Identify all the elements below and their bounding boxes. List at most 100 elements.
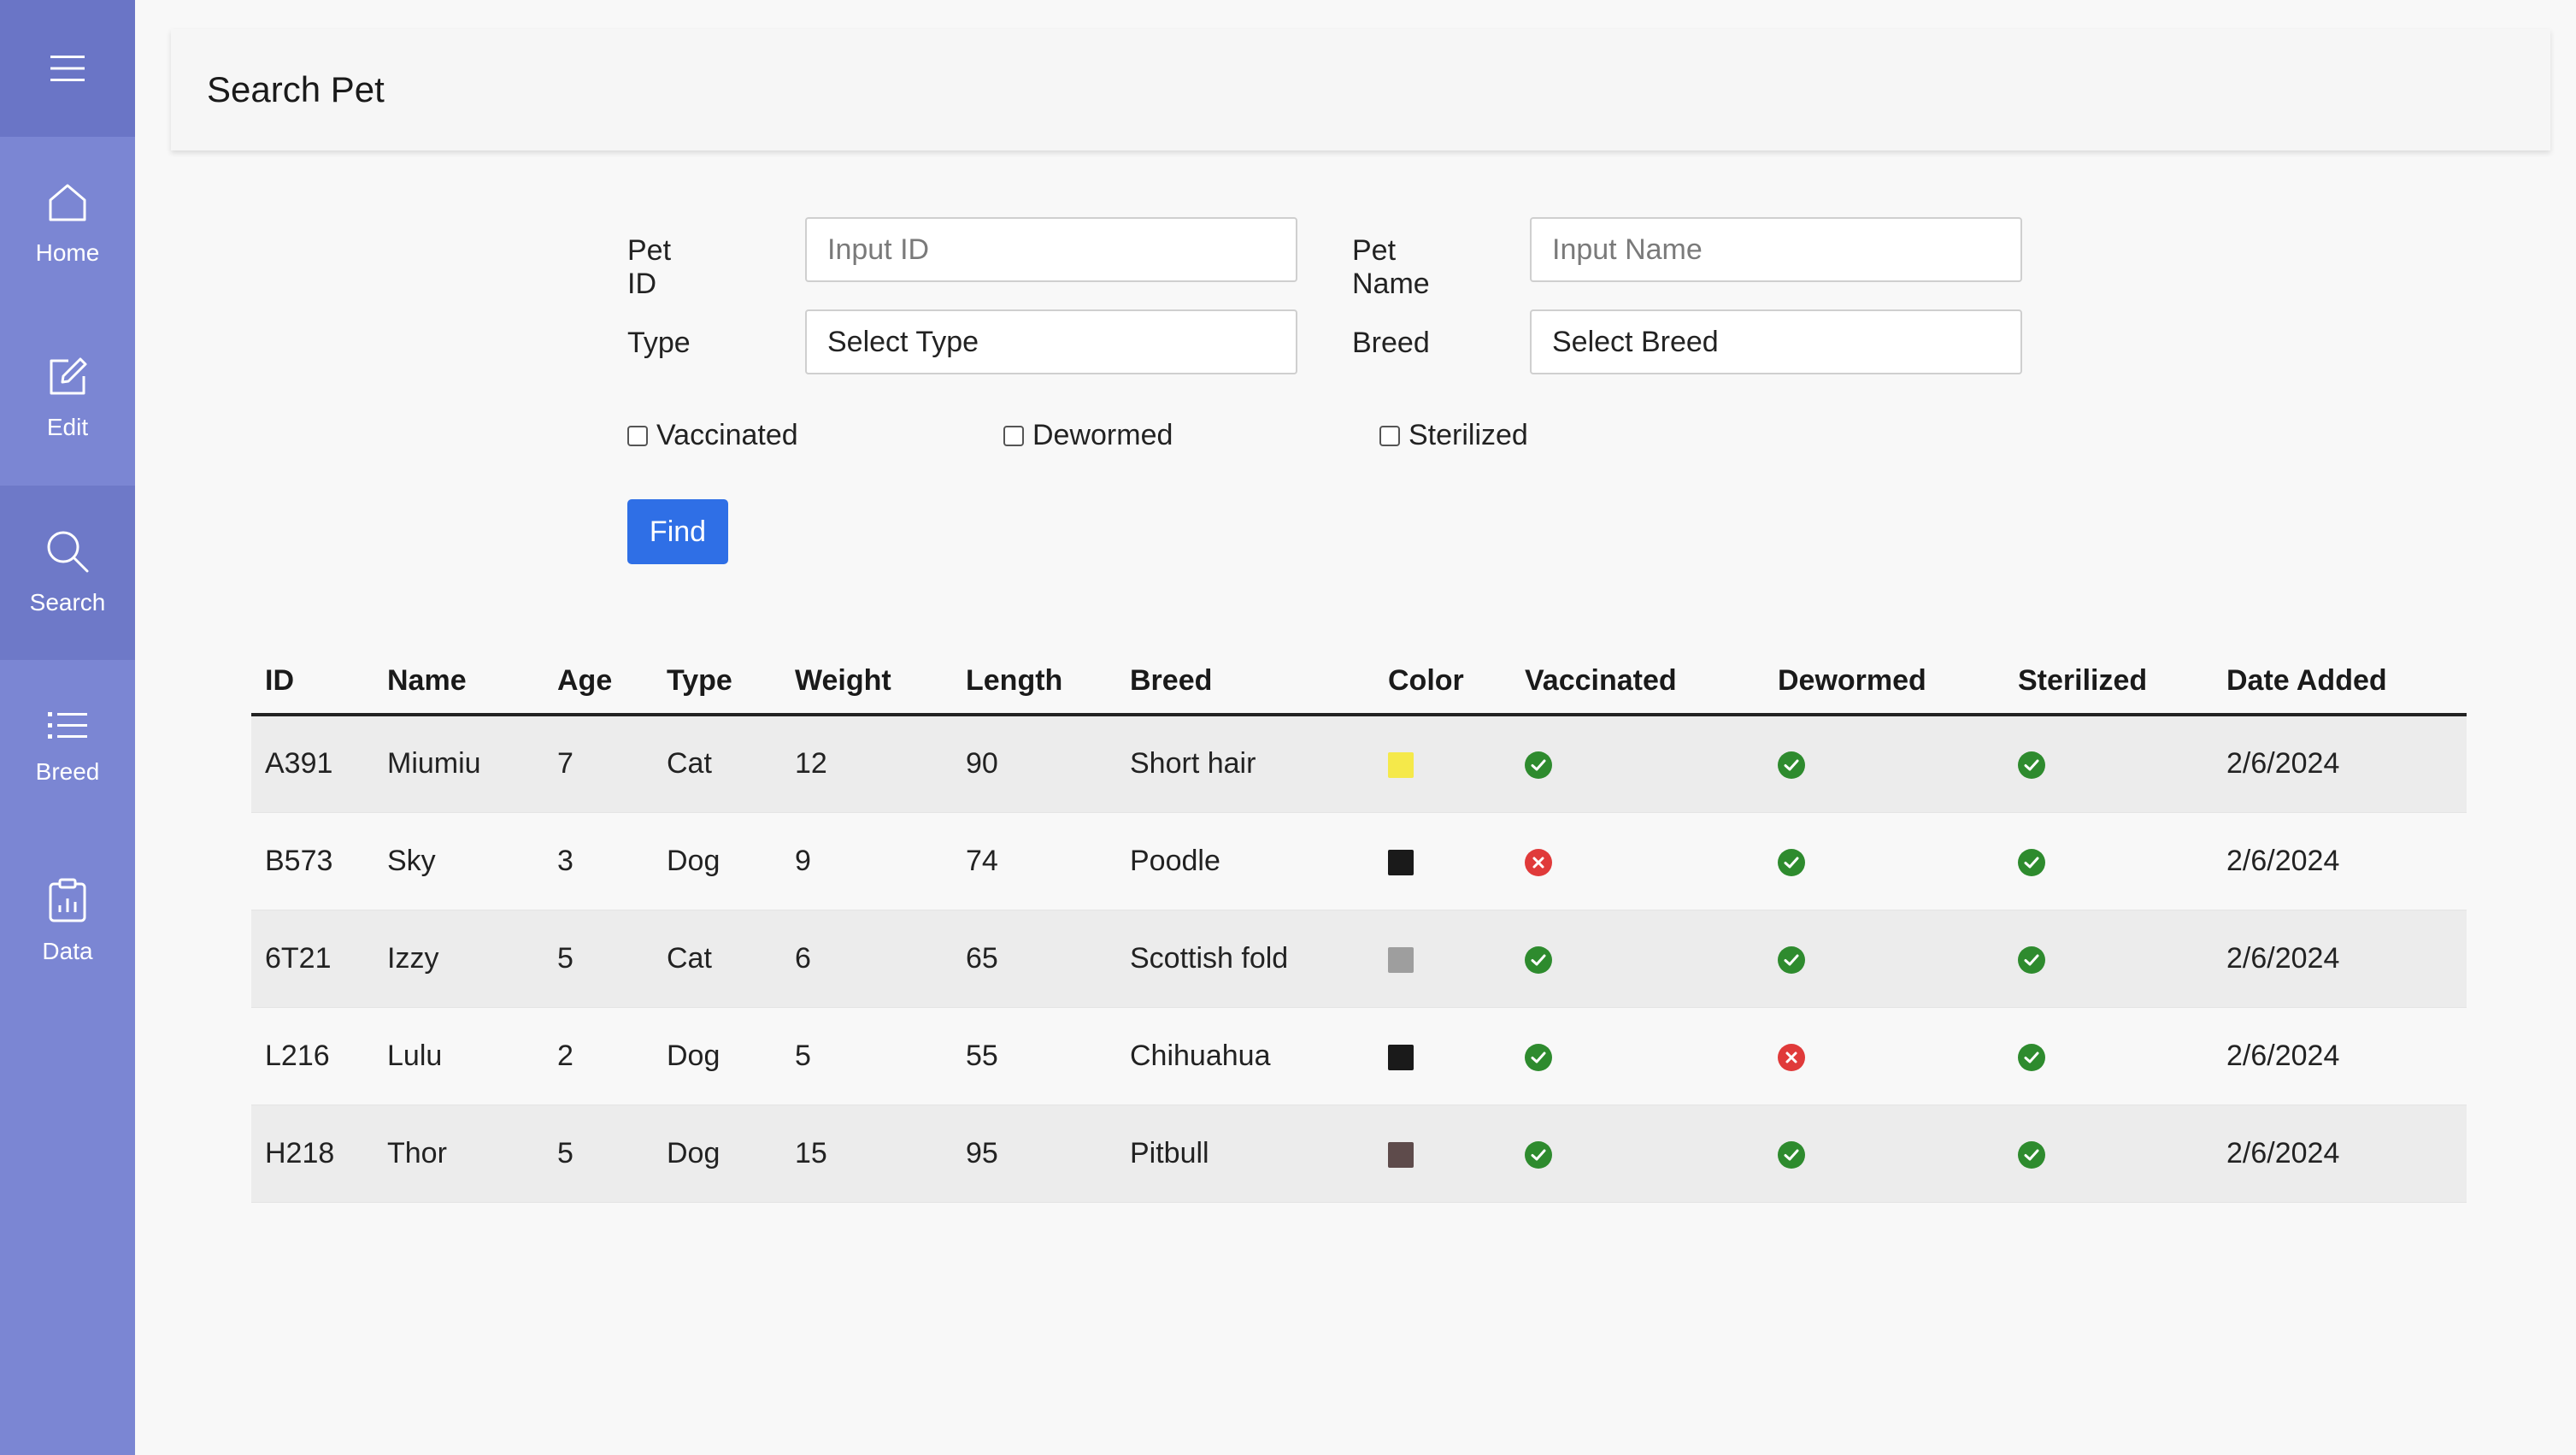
checkbox-box[interactable] bbox=[627, 425, 648, 446]
breed-select[interactable]: Select Breed bbox=[1530, 309, 2022, 374]
cell-sterilized bbox=[2004, 812, 2213, 910]
checkbox-box[interactable] bbox=[1379, 425, 1400, 446]
cell-dewormed bbox=[1764, 812, 2004, 910]
cell-breed: Short hair bbox=[1116, 715, 1374, 813]
column-header[interactable]: Name bbox=[373, 648, 544, 716]
column-header[interactable]: Vaccinated bbox=[1511, 648, 1764, 716]
check-circle-icon bbox=[2018, 848, 2045, 876]
cell-vaccinated bbox=[1511, 910, 1764, 1008]
cell-sterilized bbox=[2004, 1105, 2213, 1203]
sterilized-checkbox-label: Sterilized bbox=[1409, 419, 1528, 451]
check-circle-icon bbox=[1778, 945, 1805, 974]
cell-age: 5 bbox=[544, 1105, 653, 1203]
find-button[interactable]: Find bbox=[627, 499, 728, 564]
table-row[interactable]: A391 Miumiu 7 Cat 12 90 Short hair 2/6/2024 bbox=[251, 715, 2467, 813]
cell-breed: Chihuahua bbox=[1116, 1007, 1374, 1105]
sterilized-checkbox[interactable]: Sterilized bbox=[1379, 419, 1528, 452]
column-header[interactable]: ID bbox=[251, 648, 373, 716]
column-header[interactable]: Dewormed bbox=[1764, 648, 2004, 716]
color-swatch bbox=[1388, 1044, 1414, 1070]
type-select[interactable]: Select Type bbox=[805, 309, 1297, 374]
check-circle-icon bbox=[2018, 1043, 2045, 1071]
cell-length: 55 bbox=[952, 1007, 1116, 1105]
cell-length: 95 bbox=[952, 1105, 1116, 1203]
check-circle-icon bbox=[2018, 1140, 2045, 1169]
sidebar-item-breed[interactable]: Breed bbox=[0, 660, 135, 834]
cell-date: 2/6/2024 bbox=[2213, 812, 2467, 910]
cell-age: 7 bbox=[544, 715, 653, 813]
type-label: Type bbox=[627, 327, 691, 359]
cell-id: L216 bbox=[251, 1007, 373, 1105]
cell-vaccinated bbox=[1511, 715, 1764, 813]
results-table-body: A391 Miumiu 7 Cat 12 90 Short hair 2/6/2024 B573… bbox=[251, 715, 2467, 1203]
sidebar-item-search[interactable]: Search bbox=[0, 486, 135, 660]
dewormed-checkbox-label: Dewormed bbox=[1032, 419, 1173, 451]
column-header[interactable]: Color bbox=[1374, 648, 1511, 716]
cell-color bbox=[1374, 1007, 1511, 1105]
cell-color bbox=[1374, 715, 1511, 813]
cell-name: Miumiu bbox=[373, 715, 544, 813]
menu-toggle-button[interactable] bbox=[0, 0, 135, 137]
page-title: Search Pet bbox=[207, 69, 385, 109]
check-circle-icon bbox=[1778, 1140, 1805, 1169]
search-icon bbox=[47, 531, 89, 573]
cell-sterilized bbox=[2004, 910, 2213, 1008]
cell-vaccinated bbox=[1511, 812, 1764, 910]
cell-name: Lulu bbox=[373, 1007, 544, 1105]
cell-type: Dog bbox=[653, 812, 781, 910]
cell-sterilized bbox=[2004, 1007, 2213, 1105]
column-header[interactable]: Date Added bbox=[2213, 648, 2467, 716]
table-header-row: ID Name Age Type Weight Length Breed Col… bbox=[251, 648, 2467, 716]
cell-date: 2/6/2024 bbox=[2213, 715, 2467, 813]
cell-id: 6T21 bbox=[251, 910, 373, 1008]
column-header[interactable]: Length bbox=[952, 648, 1116, 716]
cell-age: 5 bbox=[544, 910, 653, 1008]
color-swatch bbox=[1388, 946, 1414, 973]
table-row[interactable]: L216 Lulu 2 Dog 5 55 Chihuahua 2/6/2024 bbox=[251, 1007, 2467, 1105]
pet-id-input[interactable] bbox=[805, 217, 1297, 282]
check-circle-icon bbox=[1778, 751, 1805, 780]
home-icon bbox=[49, 184, 86, 221]
dewormed-checkbox[interactable]: Dewormed bbox=[1003, 419, 1173, 452]
sidebar-item-label: Breed bbox=[35, 758, 100, 785]
cell-breed: Pitbull bbox=[1116, 1105, 1374, 1203]
cell-date: 2/6/2024 bbox=[2213, 1105, 2467, 1203]
checkbox-box[interactable] bbox=[1003, 425, 1024, 446]
cell-date: 2/6/2024 bbox=[2213, 1007, 2467, 1105]
cell-dewormed bbox=[1764, 910, 2004, 1008]
pet-name-input[interactable] bbox=[1530, 217, 2022, 282]
sidebar-item-label: Data bbox=[42, 938, 93, 964]
cell-length: 74 bbox=[952, 812, 1116, 910]
sidebar-item-data[interactable]: Data bbox=[0, 834, 135, 1009]
cell-breed: Poodle bbox=[1116, 812, 1374, 910]
sidebar-item-edit[interactable]: Edit bbox=[0, 311, 135, 486]
table-row[interactable]: 6T21 Izzy 5 Cat 6 65 Scottish fold 2/6/2024 bbox=[251, 910, 2467, 1008]
sidebar: Home Edit Search Breed Data bbox=[0, 0, 135, 1455]
cell-weight: 6 bbox=[781, 910, 952, 1008]
cell-dewormed bbox=[1764, 715, 2004, 813]
column-header[interactable]: Sterilized bbox=[2004, 648, 2213, 716]
check-circle-icon bbox=[2018, 945, 2045, 974]
check-circle-icon bbox=[1525, 751, 1552, 780]
sidebar-item-home[interactable]: Home bbox=[0, 137, 135, 311]
cell-dewormed bbox=[1764, 1105, 2004, 1203]
x-circle-icon bbox=[1778, 1043, 1805, 1071]
cell-color bbox=[1374, 812, 1511, 910]
vaccinated-checkbox[interactable]: Vaccinated bbox=[627, 419, 798, 452]
table-row[interactable]: H218 Thor 5 Dog 15 95 Pitbull 2/6/2024 bbox=[251, 1105, 2467, 1203]
cell-color bbox=[1374, 1105, 1511, 1203]
table-row[interactable]: B573 Sky 3 Dog 9 74 Poodle 2/6/2024 bbox=[251, 812, 2467, 910]
hamburger-icon bbox=[50, 56, 85, 81]
check-circle-icon bbox=[1778, 848, 1805, 876]
column-header[interactable]: Breed bbox=[1116, 648, 1374, 716]
check-circle-icon bbox=[1525, 945, 1552, 974]
cell-vaccinated bbox=[1511, 1007, 1764, 1105]
column-header[interactable]: Weight bbox=[781, 648, 952, 716]
column-header[interactable]: Type bbox=[653, 648, 781, 716]
sidebar-item-label: Edit bbox=[46, 414, 89, 440]
cell-length: 90 bbox=[952, 715, 1116, 813]
cell-type: Dog bbox=[653, 1105, 781, 1203]
cell-id: H218 bbox=[251, 1105, 373, 1203]
cell-length: 65 bbox=[952, 910, 1116, 1008]
column-header[interactable]: Age bbox=[544, 648, 653, 716]
